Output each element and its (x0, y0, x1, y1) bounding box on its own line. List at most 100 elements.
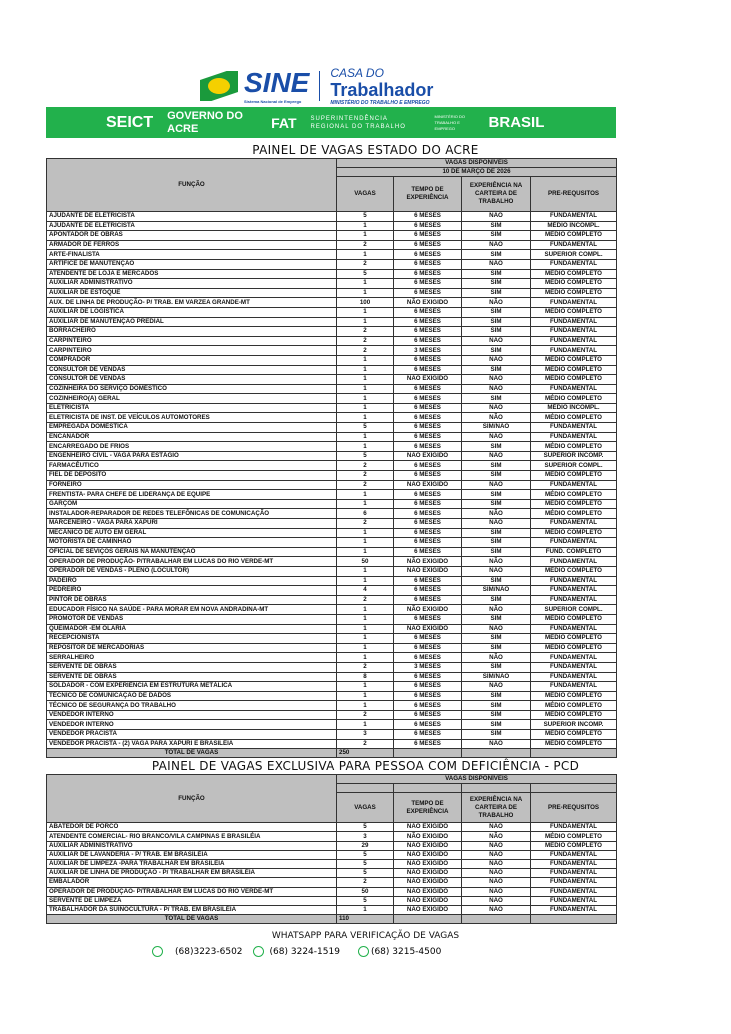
phone-item[interactable]: (68) 3215-4500 (357, 946, 441, 958)
cell-vagas: 5 (336, 822, 394, 833)
table-row: VENDEDOR PRACISTA - (2) VAGA PARA XAPURI… (46, 738, 617, 750)
cell-experiencia: NÃO (461, 354, 531, 366)
cell-pre-requisitos: FUNDAMENTAL (530, 479, 617, 491)
fat-logo: FAT (271, 114, 297, 131)
cell-funcao: ATENDENTE COMERCIAL- RIO BRANCO/VILA CAM… (46, 831, 337, 842)
cell-tempo: 6 MESES (393, 594, 462, 606)
cell-experiencia: NÃO (461, 868, 531, 879)
cell-vagas: 1 (336, 575, 394, 587)
cell-funcao: AUXILIAR ADMINISTRATIVO (46, 840, 337, 851)
cell-experiencia: NÃO (461, 518, 531, 529)
cell-experiencia: NÃO (461, 904, 531, 916)
table-row: PINTOR DE OBRAS 2 6 MESES SIM FUNDAMENTAL (46, 594, 617, 606)
cell-pre-requisitos: MÉDIO COMPLETO (530, 412, 617, 424)
cell-experiencia: SIM (461, 489, 531, 500)
table-row: MECÂNICO DE AUTO EM GERAL 1 6 MESES SIM MÉDI… (46, 527, 617, 539)
cell-experiencia: NÃO (461, 402, 531, 414)
table-row: GARÇOM 1 6 MESES SIM MÉDIO COMPLETO (46, 498, 617, 510)
cell-pre-requisitos: FUNDAMENTAL (530, 239, 617, 251)
cell-tempo: 6 MESES (393, 642, 462, 654)
col-funcao: FUNÇÃO (46, 774, 337, 824)
cell-tempo: NÃO EXIGIDO (393, 822, 462, 833)
table-row: SERVENTE DE OBRAS 2 3 MESES SIM FUNDAMENTAL (46, 661, 617, 673)
cell-experiencia: NÃO (461, 822, 531, 833)
cell-vagas: 1 (336, 537, 394, 548)
cell-funcao: EMBALADOR (46, 877, 337, 888)
cell-experiencia: NÃO (461, 877, 531, 888)
table-row: INSTALADOR-REPARADOR DE REDES TELEFÔNICA… (46, 508, 617, 519)
whatsapp-icon (252, 946, 264, 958)
cell-pre-requisitos: FUNDAMENTAL (530, 537, 617, 548)
table-row: AJUDANTE DE ELETRICISTA 5 6 MESES NÃO FUNDAM… (46, 211, 617, 222)
cell-pre-requisitos: MÉDIO COMPLETO (530, 508, 617, 519)
casa-do-label: CASA DO (330, 66, 384, 80)
cell-funcao: TRABALHADOR DA SUINOCULTURA - P/ TRAB. E… (46, 904, 337, 916)
cell-funcao: AUXILIAR DE LOGÍSTICA (46, 306, 337, 318)
cell-pre-requisitos: FUNDAMENTAL (530, 316, 617, 328)
cell-experiencia: NÃO (461, 479, 531, 491)
cell-tempo: 6 MESES (393, 249, 462, 260)
cell-funcao: ENCANADOR (46, 431, 337, 443)
cell-vagas: 1 (336, 249, 394, 260)
cell-funcao: COZINHEIRA DO SERVIÇO DOMÉSTICO (46, 383, 337, 395)
cell-funcao: AUX. DE LINHA DE PRODUÇÃO- P/ TRAB. EM V… (46, 297, 337, 308)
cell-experiencia: SIM (461, 527, 531, 539)
empty-cell (530, 914, 617, 925)
cell-funcao: CONSULTOR DE VENDAS (46, 374, 337, 385)
cell-vagas: 1 (336, 364, 394, 376)
cell-pre-requisitos: FUNDAMENTAL (530, 886, 617, 897)
cell-experiencia: NÃO (461, 681, 531, 692)
cell-experiencia: SIM (461, 700, 531, 711)
cell-vagas: 1 (336, 230, 394, 241)
cell-pre-requisitos: SUPERIOR COMPL. (530, 249, 617, 260)
cell-vagas: 1 (336, 431, 394, 443)
cell-funcao: ENCARREGADO DE FRIOS (46, 441, 337, 452)
cell-tempo: 6 MESES (393, 729, 462, 740)
table-row: APONTADOR DE OBRAS 1 6 MESES SIM MÉDIO COMPL… (46, 230, 617, 241)
table-row: TÉCNICO DE COMUNICAÇÃO DE DADOS 1 6 MESES S… (46, 690, 617, 702)
empty-cell (461, 783, 531, 794)
cell-vagas: 1 (336, 316, 394, 328)
table-row: SERVENTE DE OBRAS 8 6 MESES SIM/NÃO FUNDAMEN… (46, 671, 617, 683)
cell-pre-requisitos: FUNDAMENTAL (530, 877, 617, 888)
cell-tempo: NÃO EXIGIDO (393, 479, 462, 491)
cell-experiencia: NÃO (461, 858, 531, 870)
cell-experiencia: SIM (461, 633, 531, 644)
cell-experiencia: SIM (461, 575, 531, 587)
cell-vagas: 29 (336, 840, 394, 851)
table-row: AUX. DE LINHA DE PRODUÇÃO- P/ TRAB. EM V… (46, 297, 617, 308)
cell-vagas: 1 (336, 278, 394, 289)
cell-vagas: 1 (336, 489, 394, 500)
cell-pre-requisitos: MÉDIO COMPLETO (530, 374, 617, 385)
panel2-title: PAINEL DE VAGAS EXCLUSIVA PARA PESSOA CO… (151, 759, 580, 774)
cell-vagas: 3 (336, 729, 394, 740)
whatsapp-icon (357, 946, 369, 958)
cell-experiencia: NÃO (461, 556, 531, 567)
cell-vagas: 100 (336, 297, 394, 308)
cell-experiencia: NÃO (461, 412, 531, 424)
cell-vagas: 5 (336, 450, 394, 462)
table-row: CONSULTOR DE VENDAS 1 6 MESES SIM MÉDIO COMP… (46, 364, 617, 376)
cell-funcao: ELETRICISTA DE INST. DE VEÍCULOS AUTOMOT… (46, 412, 337, 424)
total-row: TOTAL DE VAGAS 250 (46, 748, 617, 759)
table-row: PEDREIRO 4 6 MESES SIM/NÃO FUNDAMENTAL (46, 585, 617, 596)
cell-pre-requisitos: MÉDIO COMPLETO (530, 613, 617, 625)
date-header: 10 DE MARÇO DE 2026 (336, 167, 617, 177)
sine-logo: SINE Sistema Nacional de Emprego CASA DO T… (200, 66, 433, 106)
cell-funcao: BORRACHEIRO (46, 326, 337, 337)
divider (319, 71, 321, 101)
phone-item[interactable]: (68) 3224-1519 (252, 946, 340, 958)
cell-pre-requisitos: FUNDAMENTAL (530, 904, 617, 916)
col-experiencia: EXPERIÊNCIA NA CARTEIRA DE TRABALHO (461, 176, 531, 212)
cell-experiencia: SIM (461, 249, 531, 260)
cell-experiencia: SIM (461, 364, 531, 376)
cell-tempo: 6 MESES (393, 412, 462, 424)
cell-funcao: EMPREGADA DOMÉSTICA (46, 422, 337, 433)
table-row: OPERADOR DE PRODUÇÃO- P/TRABALHAR EM LUC… (46, 556, 617, 567)
cell-tempo: 6 MESES (393, 287, 462, 299)
phone-item[interactable]: (68)3223-6502 (152, 946, 243, 958)
cell-funcao: SERVENTE DE LIMPEZA (46, 895, 337, 906)
cell-experiencia: NÃO (461, 450, 531, 462)
cell-tempo: 6 MESES (393, 613, 462, 625)
cell-pre-requisitos: FUNDAMENTAL (530, 556, 617, 567)
